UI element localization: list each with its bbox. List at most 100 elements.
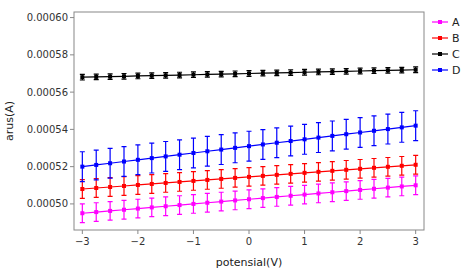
marker xyxy=(80,75,84,79)
error-bar xyxy=(358,68,363,74)
marker xyxy=(358,130,362,134)
error-bar xyxy=(316,163,321,182)
y-tick-label: 0.00054 xyxy=(27,124,68,135)
error-bar xyxy=(247,168,252,187)
error-bar xyxy=(219,71,224,77)
marker xyxy=(219,148,223,152)
marker xyxy=(372,166,376,170)
marker xyxy=(289,172,293,176)
error-bar xyxy=(80,152,85,182)
error-bar xyxy=(122,147,127,177)
error-bar xyxy=(219,192,224,211)
marker xyxy=(122,74,126,78)
marker xyxy=(303,137,307,141)
series-line xyxy=(82,126,415,167)
error-bar xyxy=(177,140,182,170)
marker xyxy=(330,70,334,74)
error-bar xyxy=(80,180,85,199)
marker xyxy=(150,74,154,78)
marker xyxy=(344,168,348,172)
error-bar xyxy=(358,160,363,179)
y-tick xyxy=(70,17,74,18)
legend-label: C xyxy=(452,48,460,61)
error-bar xyxy=(108,74,113,80)
marker xyxy=(303,70,307,74)
marker xyxy=(261,71,265,75)
legend: ABCD xyxy=(432,16,460,77)
marker xyxy=(289,194,293,198)
marker xyxy=(94,186,98,190)
marker xyxy=(178,180,182,184)
error-bar xyxy=(413,155,418,174)
error-bar xyxy=(344,161,349,180)
error-bar xyxy=(260,189,265,208)
error-bar xyxy=(205,136,210,166)
marker xyxy=(191,179,195,183)
error-bar xyxy=(274,188,279,207)
error-bar xyxy=(247,190,252,209)
marker xyxy=(150,205,154,209)
error-bar xyxy=(191,72,196,78)
error-bar xyxy=(399,67,404,73)
error-bar xyxy=(247,131,252,161)
error-bar xyxy=(149,198,154,217)
marker xyxy=(372,187,376,191)
marker xyxy=(247,197,251,201)
error-bar xyxy=(385,68,390,74)
marker xyxy=(400,125,404,129)
x-tick xyxy=(82,230,83,234)
data-group xyxy=(80,67,418,223)
x-tick-label: −1 xyxy=(186,236,201,247)
error-bar xyxy=(274,70,279,76)
x-tick-label: 3 xyxy=(412,236,418,247)
error-bar xyxy=(177,173,182,192)
marker xyxy=(414,68,418,72)
marker xyxy=(400,68,404,72)
marker xyxy=(261,174,265,178)
error-bar xyxy=(413,111,418,141)
marker xyxy=(164,181,168,185)
error-bar xyxy=(358,118,363,148)
marker xyxy=(261,196,265,200)
error-bar xyxy=(316,123,321,153)
error-bar xyxy=(260,130,265,160)
error-bar xyxy=(219,135,224,165)
error-bar xyxy=(205,171,210,190)
error-bar xyxy=(94,150,99,180)
error-bar xyxy=(399,156,404,175)
error-bar xyxy=(205,193,210,212)
x-axis-label: potensial(V) xyxy=(216,256,282,269)
error-bar xyxy=(163,174,168,193)
error-bar xyxy=(135,145,140,175)
error-bar xyxy=(274,166,279,185)
error-bar xyxy=(358,181,363,200)
marker xyxy=(80,211,84,215)
marker xyxy=(94,163,98,167)
error-bar xyxy=(413,67,418,73)
error-bar xyxy=(330,121,335,151)
error-bar xyxy=(219,170,224,189)
y-tick xyxy=(70,54,74,55)
marker xyxy=(108,185,112,189)
legend-marker xyxy=(438,36,442,40)
error-bar xyxy=(260,70,265,76)
marker xyxy=(233,146,237,150)
marker xyxy=(233,72,237,76)
error-bar xyxy=(122,73,127,79)
marker xyxy=(136,74,140,78)
y-tick-label: 0.00056 xyxy=(27,87,68,98)
marker xyxy=(94,210,98,214)
marker xyxy=(150,182,154,186)
marker xyxy=(191,73,195,77)
series-line xyxy=(82,185,415,213)
marker xyxy=(205,149,209,153)
error-bar xyxy=(108,202,113,221)
marker xyxy=(108,209,112,213)
error-bar xyxy=(372,158,377,177)
x-tick xyxy=(304,230,305,234)
error-bar xyxy=(94,203,99,222)
error-bar xyxy=(372,179,377,198)
marker xyxy=(233,176,237,180)
y-tick xyxy=(70,129,74,130)
error-bar xyxy=(191,172,196,191)
